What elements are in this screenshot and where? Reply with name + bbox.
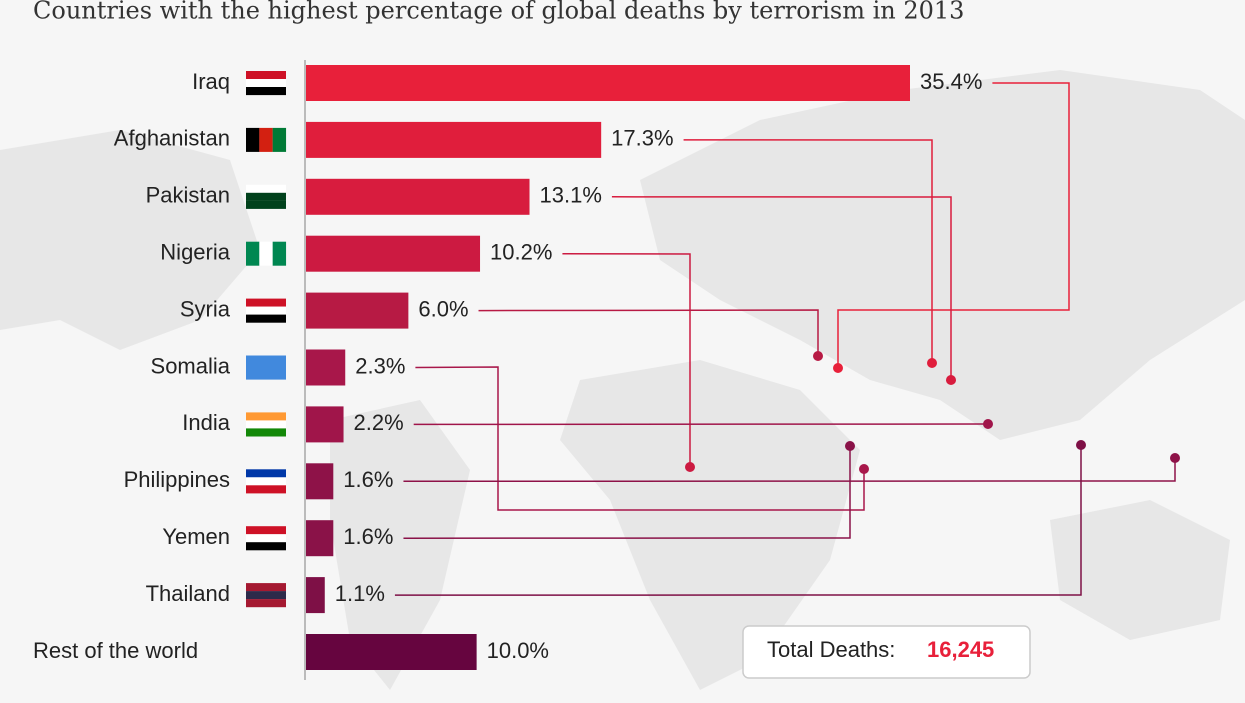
value-label: 10.2%	[490, 240, 552, 265]
flag-stripe	[246, 542, 286, 551]
flag-stripe	[246, 127, 260, 152]
chart-title: Countries with the highest percentage of…	[33, 0, 964, 25]
value-label: 17.3%	[611, 126, 673, 151]
flag-stripe	[246, 485, 286, 494]
flag-stripe	[246, 363, 286, 372]
bar	[306, 577, 325, 614]
connector-line	[415, 366, 865, 511]
value-label: 10.0%	[487, 638, 549, 663]
flag-stripe	[246, 599, 286, 608]
flag-stripe	[246, 428, 286, 437]
flags	[246, 71, 287, 608]
category-label: Pakistan	[146, 183, 230, 208]
flag-stripe	[246, 412, 286, 421]
map-dot	[813, 351, 823, 361]
value-label: 1.6%	[343, 524, 393, 549]
connector-line	[611, 196, 952, 380]
bar	[306, 178, 530, 215]
connector-line	[394, 445, 1082, 596]
flag-stripe	[246, 306, 286, 315]
bar	[306, 121, 602, 158]
value-label: 1.6%	[343, 467, 393, 492]
bar	[306, 349, 346, 386]
total-box	[742, 625, 1031, 679]
category-label: Thailand	[146, 581, 230, 606]
connector-line	[683, 139, 933, 363]
bar	[306, 634, 477, 670]
category-label: Yemen	[162, 524, 230, 549]
connector-line	[403, 446, 851, 539]
map-dot	[946, 375, 956, 385]
bar	[306, 406, 344, 443]
category-label: Rest of the world	[33, 638, 198, 663]
flag-stripe	[246, 534, 286, 543]
value-label: 35.4%	[920, 69, 982, 94]
bar	[306, 520, 334, 557]
flag-stripe	[259, 127, 273, 152]
map-dot	[859, 464, 869, 474]
total-value: 16,245	[927, 637, 994, 662]
flag-stripe	[246, 298, 286, 307]
bar	[306, 65, 910, 101]
category-label: Afghanistan	[114, 126, 230, 151]
bar	[306, 235, 481, 272]
flag-stripe	[246, 583, 286, 592]
map-dot	[927, 358, 937, 368]
value-label: 2.3%	[355, 353, 405, 378]
total-text: Total Deaths:	[767, 637, 895, 662]
flag-stripe	[246, 314, 286, 323]
category-label: Syria	[180, 296, 231, 321]
bar	[306, 463, 334, 500]
flag-stripe	[246, 71, 286, 80]
connector-line	[837, 82, 1070, 368]
flag-stripe	[246, 87, 286, 96]
value-label: 13.1%	[540, 183, 602, 208]
flag-stripe	[246, 469, 286, 478]
category-label: Iraq	[192, 69, 230, 94]
flag-stripe	[246, 355, 286, 364]
map-dot	[1170, 453, 1180, 463]
map-dot	[983, 419, 993, 429]
flag-stripe	[272, 127, 287, 152]
value-label: 2.2%	[354, 410, 404, 435]
flag-stripe	[246, 241, 260, 266]
value-label: 1.1%	[335, 581, 385, 606]
bar	[306, 292, 409, 329]
category-label: Nigeria	[160, 240, 230, 265]
category-label: India	[182, 410, 230, 435]
value-label: 6.0%	[418, 296, 468, 321]
connector-line	[562, 252, 691, 467]
world-map	[0, 70, 1245, 690]
flag-stripe	[259, 241, 273, 266]
category-label: Somalia	[151, 353, 231, 378]
map-dot	[833, 363, 843, 373]
map-dot	[845, 441, 855, 451]
flag-stripe	[246, 200, 286, 209]
flag-stripe	[246, 192, 286, 201]
flag-stripe	[246, 184, 286, 193]
connector-line	[478, 309, 819, 356]
category-label: Philippines	[124, 467, 230, 492]
flag-stripe	[272, 241, 287, 266]
connector-line	[403, 458, 1176, 483]
map-dot	[1076, 440, 1086, 450]
flag-stripe	[246, 371, 286, 380]
flag-stripe	[246, 79, 286, 88]
map-dot	[685, 462, 695, 472]
flag-stripe	[246, 591, 286, 600]
flag-stripe	[246, 477, 286, 486]
flag-stripe	[246, 420, 286, 429]
flag-stripe	[246, 526, 286, 535]
